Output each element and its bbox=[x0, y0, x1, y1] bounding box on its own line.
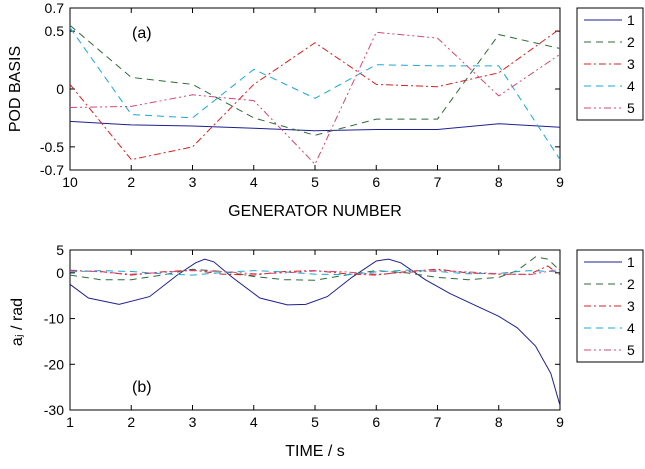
legend-label-5: 5 bbox=[627, 342, 635, 358]
panel-b-ticks: 1 2 3 4 5 6 7 8 9 -30 -20 -10 0 5 bbox=[44, 242, 564, 430]
panel-a-ticks: 10 2 3 4 5 6 7 8 9 -0.7 -0.5 0 0.5 0.7 bbox=[40, 0, 564, 190]
x-tick-label: 9 bbox=[556, 414, 564, 430]
panel-b-xlabel: TIME / s bbox=[285, 443, 345, 460]
series-line-1 bbox=[69, 258, 561, 406]
y-tick-label: 5 bbox=[56, 242, 64, 258]
panel-a: 10 2 3 4 5 6 7 8 9 -0.7 -0.5 0 0.5 0.7 (a) GENERATOR … bbox=[7, 0, 644, 220]
series-line-5 bbox=[69, 31, 561, 166]
x-tick-label: 3 bbox=[189, 174, 197, 190]
x-tick-label: 4 bbox=[250, 174, 258, 190]
series-line-4 bbox=[69, 269, 561, 276]
panel-b-legend: 1 2 3 4 5 bbox=[576, 249, 644, 363]
panel-a-legend: 1 2 3 4 5 bbox=[576, 7, 644, 121]
series-line-4 bbox=[69, 27, 561, 160]
x-tick-label: 5 bbox=[311, 174, 319, 190]
panel-a-tag: (a) bbox=[132, 25, 152, 42]
series-line-3 bbox=[69, 28, 561, 161]
legend-label-1: 1 bbox=[627, 254, 635, 270]
legend-label-2: 2 bbox=[627, 276, 635, 292]
x-tick-label: 3 bbox=[189, 414, 197, 430]
y-tick-label: -20 bbox=[44, 356, 64, 372]
panel-a-lines bbox=[69, 25, 561, 166]
x-tick-label: 8 bbox=[495, 174, 503, 190]
x-tick-label: 2 bbox=[127, 174, 135, 190]
y-tick-label: 0.5 bbox=[45, 23, 65, 39]
panel-b-ylabel: aⱼ / rad bbox=[9, 298, 26, 346]
panel-b-lines bbox=[69, 256, 561, 406]
series-line-5 bbox=[69, 268, 561, 276]
legend-label-5: 5 bbox=[627, 100, 635, 116]
legend-label-3: 3 bbox=[627, 56, 635, 72]
legend-label-4: 4 bbox=[627, 78, 635, 94]
series-line-1 bbox=[69, 120, 561, 132]
y-tick-label: -0.7 bbox=[40, 162, 64, 178]
x-tick-label: 6 bbox=[372, 414, 380, 430]
legend-label-1: 1 bbox=[627, 12, 635, 28]
y-tick-label: 0.7 bbox=[45, 0, 65, 16]
x-tick-label: 5 bbox=[311, 414, 319, 430]
y-tick-label: -0.5 bbox=[40, 139, 64, 155]
x-tick-label: 2 bbox=[127, 414, 135, 430]
legend-label-4: 4 bbox=[627, 320, 635, 336]
x-tick-label: 7 bbox=[434, 174, 442, 190]
y-tick-label: -10 bbox=[44, 311, 64, 327]
x-tick-label: 9 bbox=[556, 174, 564, 190]
legend-label-2: 2 bbox=[627, 34, 635, 50]
x-tick-label: 4 bbox=[250, 414, 258, 430]
y-tick-label: 0 bbox=[56, 265, 64, 281]
y-tick-label: 0 bbox=[56, 81, 64, 97]
x-tick-label: 8 bbox=[495, 414, 503, 430]
series-line-2 bbox=[69, 25, 561, 136]
series-line-3 bbox=[69, 265, 561, 276]
legend-label-3: 3 bbox=[627, 298, 635, 314]
y-tick-label: -30 bbox=[44, 402, 64, 418]
panel-b: 1 2 3 4 5 6 7 8 9 -30 -20 -10 0 5 (b) TIME / s aⱼ / r… bbox=[9, 242, 644, 460]
panel-a-ylabel: POD BASIS bbox=[7, 46, 24, 132]
panel-b-tag: (b) bbox=[132, 379, 152, 396]
x-tick-label: 1 bbox=[66, 414, 74, 430]
x-tick-label: 7 bbox=[434, 414, 442, 430]
panel-a-xlabel: GENERATOR NUMBER bbox=[228, 203, 402, 220]
x-tick-label: 10 bbox=[62, 174, 78, 190]
x-tick-label: 6 bbox=[372, 174, 380, 190]
